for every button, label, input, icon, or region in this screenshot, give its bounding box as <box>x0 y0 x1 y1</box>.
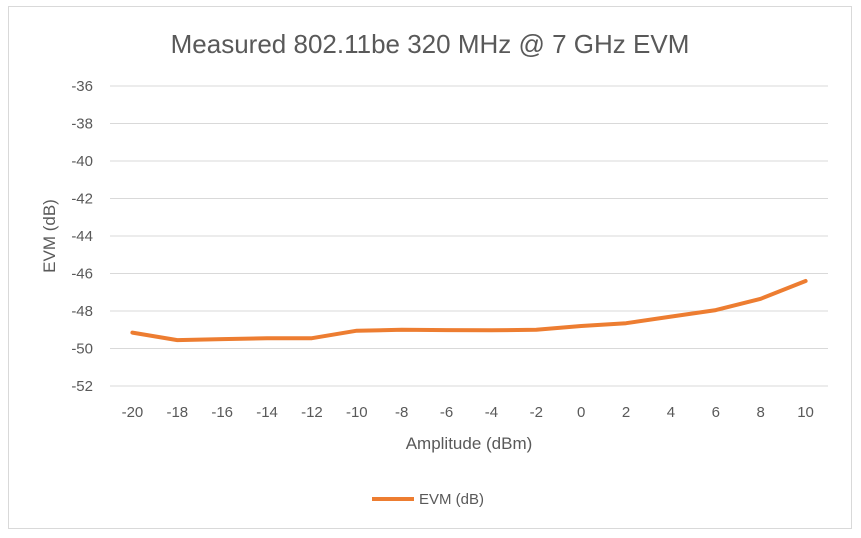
y-axis-title: EVM (dB) <box>40 199 59 273</box>
x-tick-label: -4 <box>485 404 498 421</box>
x-tick-label: -6 <box>440 404 453 421</box>
x-tick-label: 6 <box>712 404 720 421</box>
legend-label: EVM (dB) <box>419 491 484 508</box>
x-tick-label: 8 <box>757 404 765 421</box>
y-tick-label: -46 <box>71 266 93 283</box>
x-tick-label: -2 <box>530 404 543 421</box>
x-tick-label: 2 <box>622 404 630 421</box>
legend: EVM (dB) <box>372 491 484 508</box>
y-tick-label: -52 <box>71 378 93 395</box>
chart-title: Measured 802.11be 320 MHz @ 7 GHz EVM <box>171 29 690 59</box>
chart-frame <box>8 6 852 529</box>
series-line <box>130 279 808 343</box>
y-tick-label: -40 <box>71 153 93 170</box>
x-tick-label: 4 <box>667 404 675 421</box>
x-tick-label: -10 <box>346 404 368 421</box>
x-tick-label: -12 <box>301 404 323 421</box>
y-tick-label: -38 <box>71 116 93 133</box>
y-tick-label: -44 <box>71 228 93 245</box>
x-tick-label: -18 <box>166 404 188 421</box>
x-tick-label: -20 <box>122 404 144 421</box>
x-tick-label: -8 <box>395 404 408 421</box>
x-axis-title: Amplitude (dBm) <box>406 434 533 453</box>
x-tick-label: -14 <box>256 404 278 421</box>
x-tick-label: 10 <box>797 404 814 421</box>
series-lines <box>130 279 808 343</box>
y-tick-label: -36 <box>71 78 93 95</box>
y-tick-label: -48 <box>71 303 93 320</box>
x-axis-ticks: -20 -18 -16 -14 -12 -10 -8 -6 -4 -2 0 2 4 6 8 10 <box>122 404 814 421</box>
x-tick-label: 0 <box>577 404 585 421</box>
y-tick-label: -50 <box>71 341 93 358</box>
y-tick-label: -42 <box>71 191 93 208</box>
y-axis-ticks: -36 -38 -40 -42 -44 -46 -48 -50 -52 <box>71 78 93 395</box>
x-tick-label: -16 <box>211 404 233 421</box>
